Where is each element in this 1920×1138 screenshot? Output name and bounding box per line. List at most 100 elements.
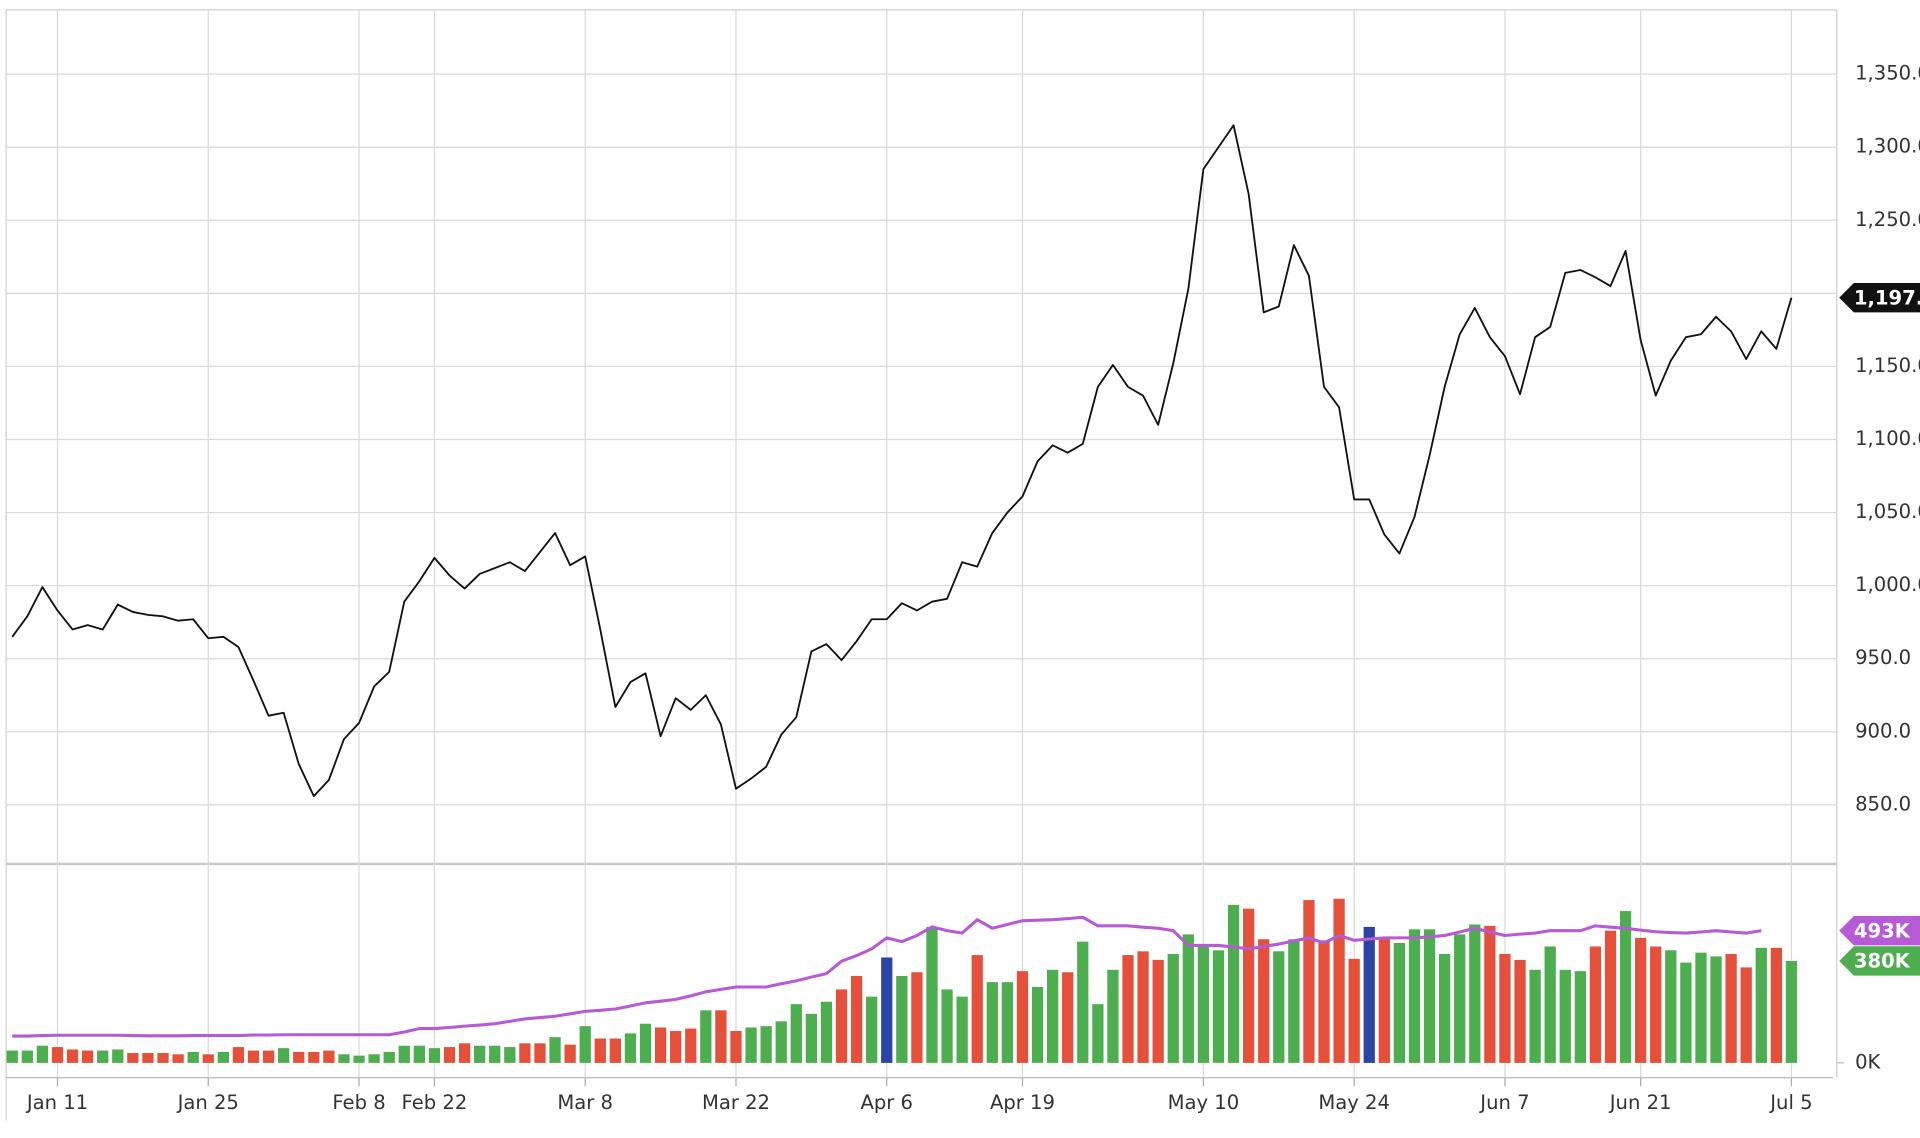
volume-bar — [1650, 946, 1662, 1063]
volume-bar — [609, 1038, 621, 1063]
x-tick-label: Jan 25 — [176, 1091, 239, 1114]
y-tick-label: 1,150.0 — [1855, 354, 1920, 377]
volume-bar — [112, 1049, 124, 1063]
volume-bar — [775, 1021, 787, 1063]
volume-bar — [564, 1044, 576, 1063]
volume-bar — [1016, 971, 1029, 1063]
volume-bar — [941, 989, 953, 1063]
volume-bar — [1092, 1004, 1104, 1063]
y-tick-label: 900.0 — [1855, 719, 1911, 742]
volume-bar — [986, 982, 998, 1063]
volume-bar — [1469, 924, 1481, 1063]
volume-bar — [398, 1045, 410, 1063]
volume-bar — [956, 996, 968, 1063]
volume-bar — [850, 975, 863, 1063]
volume-bar — [293, 1051, 305, 1063]
volume-bar — [881, 957, 893, 1063]
volume-bar — [1499, 954, 1511, 1063]
volume-bar — [308, 1051, 320, 1063]
volume-bar — [1423, 929, 1436, 1063]
y-tick-label: 850.0 — [1855, 792, 1911, 815]
volume-bar — [790, 1004, 802, 1063]
volume-bar — [1785, 960, 1798, 1063]
y-tick-label: 1,050.0 — [1855, 500, 1920, 523]
moving-average-line — [12, 915, 1762, 1038]
volume-bar — [549, 1037, 561, 1063]
volume-bar — [66, 1049, 79, 1063]
volume-bar — [579, 1026, 591, 1063]
volume-bar — [805, 1013, 818, 1063]
volume-bar — [36, 1045, 49, 1063]
volume-bar — [1212, 950, 1225, 1063]
volume-bar — [353, 1055, 365, 1063]
volume-bar — [971, 955, 983, 1063]
volume-bar — [1589, 946, 1602, 1063]
volume-bar — [1740, 967, 1752, 1063]
volume-bar — [1439, 954, 1451, 1063]
volume-bar — [383, 1051, 395, 1063]
price-line — [11, 124, 1793, 798]
volume-bar — [534, 1043, 546, 1063]
volume-bar — [715, 1010, 727, 1063]
x-tick-label: Jul 5 — [1768, 1091, 1812, 1114]
volume-bar — [1574, 971, 1586, 1063]
volume-bar — [6, 1050, 18, 1063]
volume-bar — [926, 926, 938, 1063]
x-tick-label: May 10 — [1168, 1091, 1240, 1114]
volume-bar — [594, 1038, 606, 1063]
volume-bar — [1454, 934, 1466, 1063]
volume-bar — [654, 1027, 667, 1063]
volume-bar — [1288, 939, 1300, 1063]
volume-bar — [1665, 950, 1677, 1063]
volume-bar — [1635, 937, 1647, 1063]
volume-bar — [1273, 951, 1285, 1063]
y-tick-label: 1,000.0 — [1855, 573, 1920, 596]
volume-bar — [1529, 969, 1541, 1063]
volume-bar — [1393, 943, 1406, 1063]
x-tick-label: Jan 11 — [25, 1091, 88, 1114]
volume-bar — [1137, 951, 1149, 1063]
volume-bar — [202, 1054, 214, 1063]
volume-bar — [1318, 940, 1330, 1063]
volume-bar — [458, 1043, 471, 1063]
x-tick-label: Mar 8 — [557, 1091, 613, 1114]
y-tick-label: 1,100.0 — [1855, 427, 1920, 450]
value-badge-label: 380K — [1854, 950, 1911, 973]
volume-bar — [1408, 929, 1421, 1063]
volume-bar — [1559, 969, 1571, 1063]
volume-bar — [1062, 972, 1074, 1063]
volume-bar — [217, 1051, 229, 1063]
volume-bar — [1031, 986, 1044, 1063]
volume-bar — [504, 1047, 516, 1063]
volume-bar — [911, 972, 923, 1063]
volume-bar — [1695, 952, 1707, 1063]
y-tick-label: 1,250.0 — [1855, 208, 1920, 231]
volume-bar — [21, 1050, 33, 1063]
x-tick-label: Feb 22 — [402, 1091, 468, 1114]
volume-bar — [1544, 946, 1556, 1063]
volume-bar — [262, 1050, 275, 1063]
volume-bar — [866, 996, 878, 1063]
y-tick-label: 1,350.0 — [1855, 62, 1920, 85]
volume-bar — [1077, 941, 1089, 1063]
volume-bar — [1710, 956, 1722, 1063]
volume-bar — [1348, 958, 1360, 1063]
y-tick-label: 0K — [1855, 1050, 1881, 1073]
volume-bar — [338, 1054, 350, 1063]
volume-bar — [413, 1045, 425, 1063]
volume-bar — [82, 1050, 94, 1063]
volume-bar — [1227, 904, 1240, 1063]
x-tick-label: Jun 21 — [1608, 1091, 1672, 1114]
x-tick-label: Jun 7 — [1478, 1091, 1529, 1114]
volume-bar — [1770, 947, 1782, 1063]
volume-bar — [51, 1047, 64, 1063]
volume-bar — [624, 1033, 637, 1063]
volume-bar — [639, 1023, 652, 1063]
x-tick-label: May 24 — [1318, 1091, 1390, 1114]
volume-bar — [443, 1047, 456, 1063]
volume-bar — [1514, 959, 1526, 1063]
volume-bar — [1107, 969, 1119, 1063]
volume-bar — [97, 1050, 109, 1063]
